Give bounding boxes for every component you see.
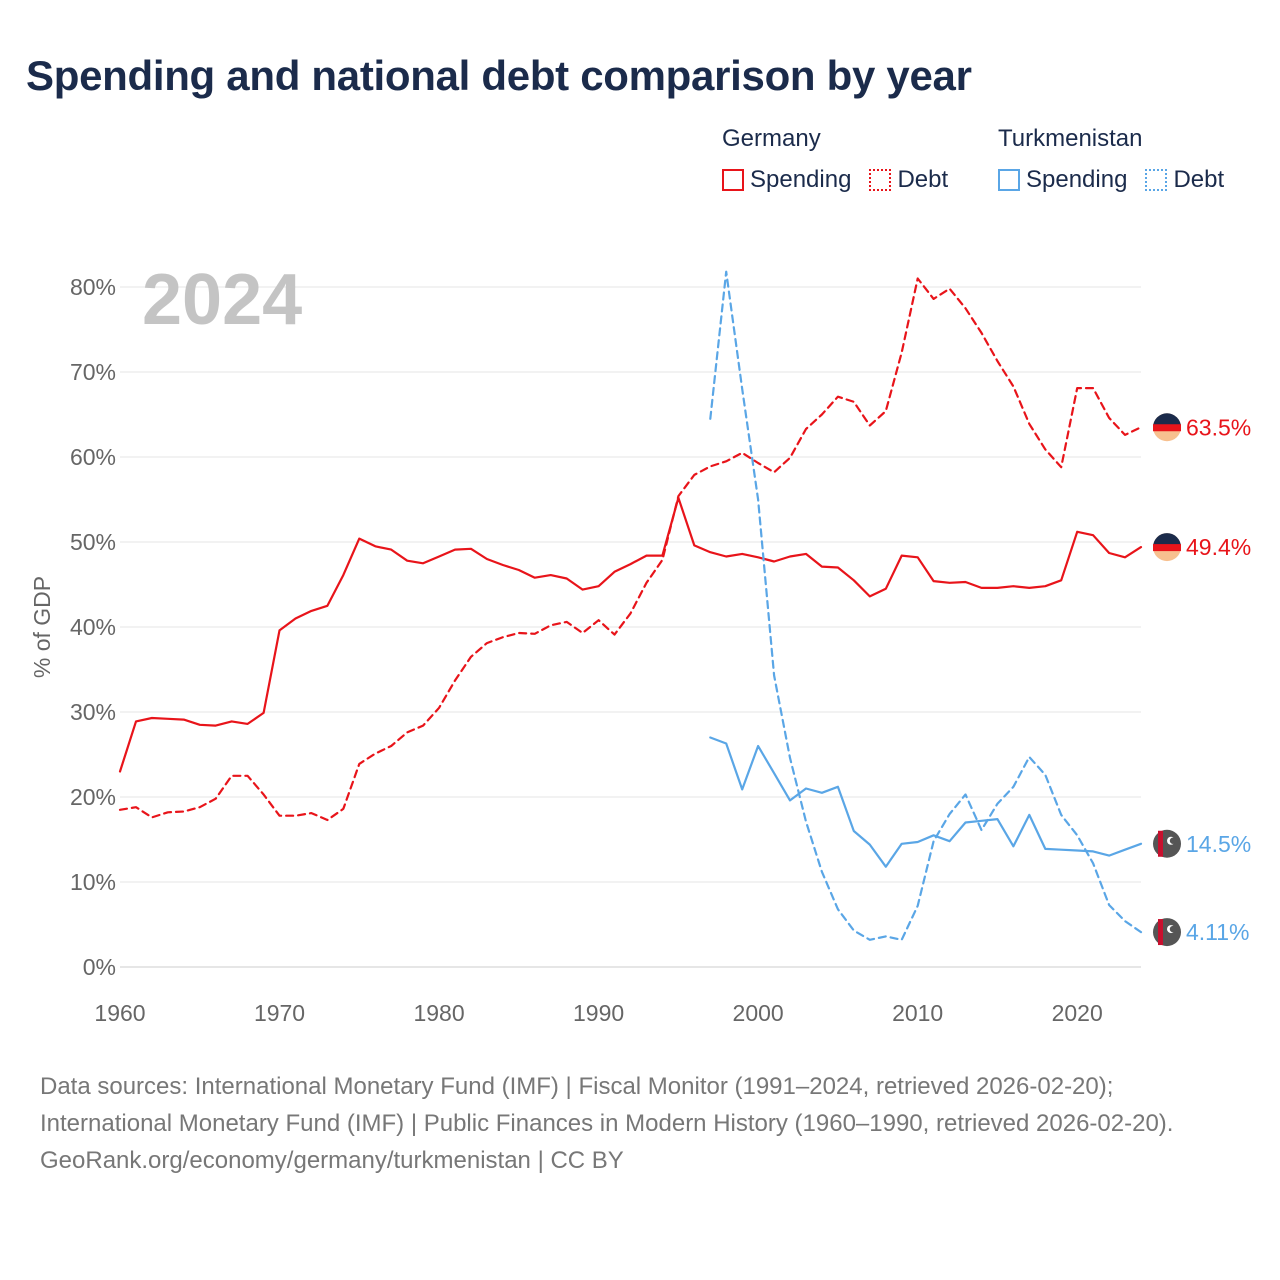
y-tick-label: 40% (70, 614, 116, 640)
legend-group-germany: Germany Spending Debt (722, 124, 966, 194)
turkmenistan-flag-icon (1153, 829, 1181, 858)
y-tick-label: 60% (70, 444, 116, 470)
flag-top (1153, 533, 1181, 548)
data-sources: Data sources: International Monetary Fun… (40, 1073, 1174, 1137)
legend-item-turkmenistan-debt[interactable]: Debt (1145, 166, 1224, 194)
flag-crescent-cut (1169, 837, 1177, 844)
flag-band (1153, 424, 1181, 432)
y-tick-label: 50% (70, 529, 116, 555)
end-value-label: 4.11% (1186, 919, 1250, 945)
end-value-label: 49.4% (1186, 534, 1251, 560)
y-tick-label: 30% (70, 699, 116, 725)
germany-flag-icon (1153, 413, 1181, 442)
y-tick-label: 70% (70, 359, 116, 385)
legend-label: Spending (750, 166, 852, 193)
x-tick-label: 2010 (892, 1000, 943, 1026)
y-tick-label: 80% (70, 274, 116, 300)
flag-crescent-cut (1169, 925, 1177, 933)
page-title: Spending and national debt comparison by… (26, 52, 972, 99)
series-line-germany-debt (118, 277, 1143, 822)
y-tick-label: 20% (70, 784, 116, 810)
flag-base (1153, 918, 1181, 947)
solid-swatch-icon (722, 169, 744, 191)
germany-flag-icon (1153, 533, 1181, 562)
x-tick-label: 2000 (733, 1000, 784, 1026)
legend-group-name: Turkmenistan (998, 125, 1143, 152)
line-chart: 0% 10% 20% 30% 40% 50% 60% 70% 80% 1960 1970 1980 19… (29, 260, 1251, 1026)
x-tick-label: 1980 (413, 1000, 464, 1026)
series-line-turkmenistan-debt (709, 270, 1143, 941)
flag-top (1153, 413, 1181, 428)
legend-label: Debt (1173, 166, 1225, 193)
legend-group-name: Germany (722, 125, 821, 152)
dotted-swatch-icon (1145, 169, 1168, 191)
series-line-turkmenistan-spending (709, 736, 1143, 868)
end-value-label: 14.5% (1186, 831, 1251, 857)
solid-swatch-icon (998, 169, 1020, 191)
year-label: 2024 (142, 260, 302, 340)
footer: Data sources: International Monetary Fun… (40, 1068, 1240, 1179)
y-tick-label: 0% (83, 954, 116, 980)
flag-band (1158, 830, 1163, 857)
credit-link[interactable]: GeoRank.org/economy/germany/turkmenistan… (40, 1147, 624, 1174)
dotted-swatch-icon (869, 169, 892, 191)
x-tick-label: 1970 (254, 1000, 305, 1026)
series-line-germany-spending (118, 496, 1143, 773)
flag-base (1153, 829, 1181, 858)
legend-label: Debt (897, 166, 949, 193)
turkmenistan-flag-icon (1153, 918, 1181, 947)
legend-item-turkmenistan-spending[interactable]: Spending (998, 166, 1127, 194)
legend-label: Spending (1026, 166, 1128, 193)
legend-item-germany-spending[interactable]: Spending (722, 166, 851, 194)
y-axis-label: % of GDP (29, 576, 55, 678)
x-tick-label: 1960 (94, 1000, 145, 1026)
x-tick-label: 2020 (1052, 1000, 1103, 1026)
end-value-label: 63.5% (1186, 414, 1251, 440)
flag-band (1153, 544, 1181, 552)
legend-item-germany-debt[interactable]: Debt (869, 166, 948, 194)
legend-group-turkmenistan: Turkmenistan Spending Debt (998, 124, 1242, 194)
flag-band (1158, 919, 1163, 946)
x-tick-label: 1990 (573, 1000, 624, 1026)
y-tick-label: 10% (70, 869, 116, 895)
